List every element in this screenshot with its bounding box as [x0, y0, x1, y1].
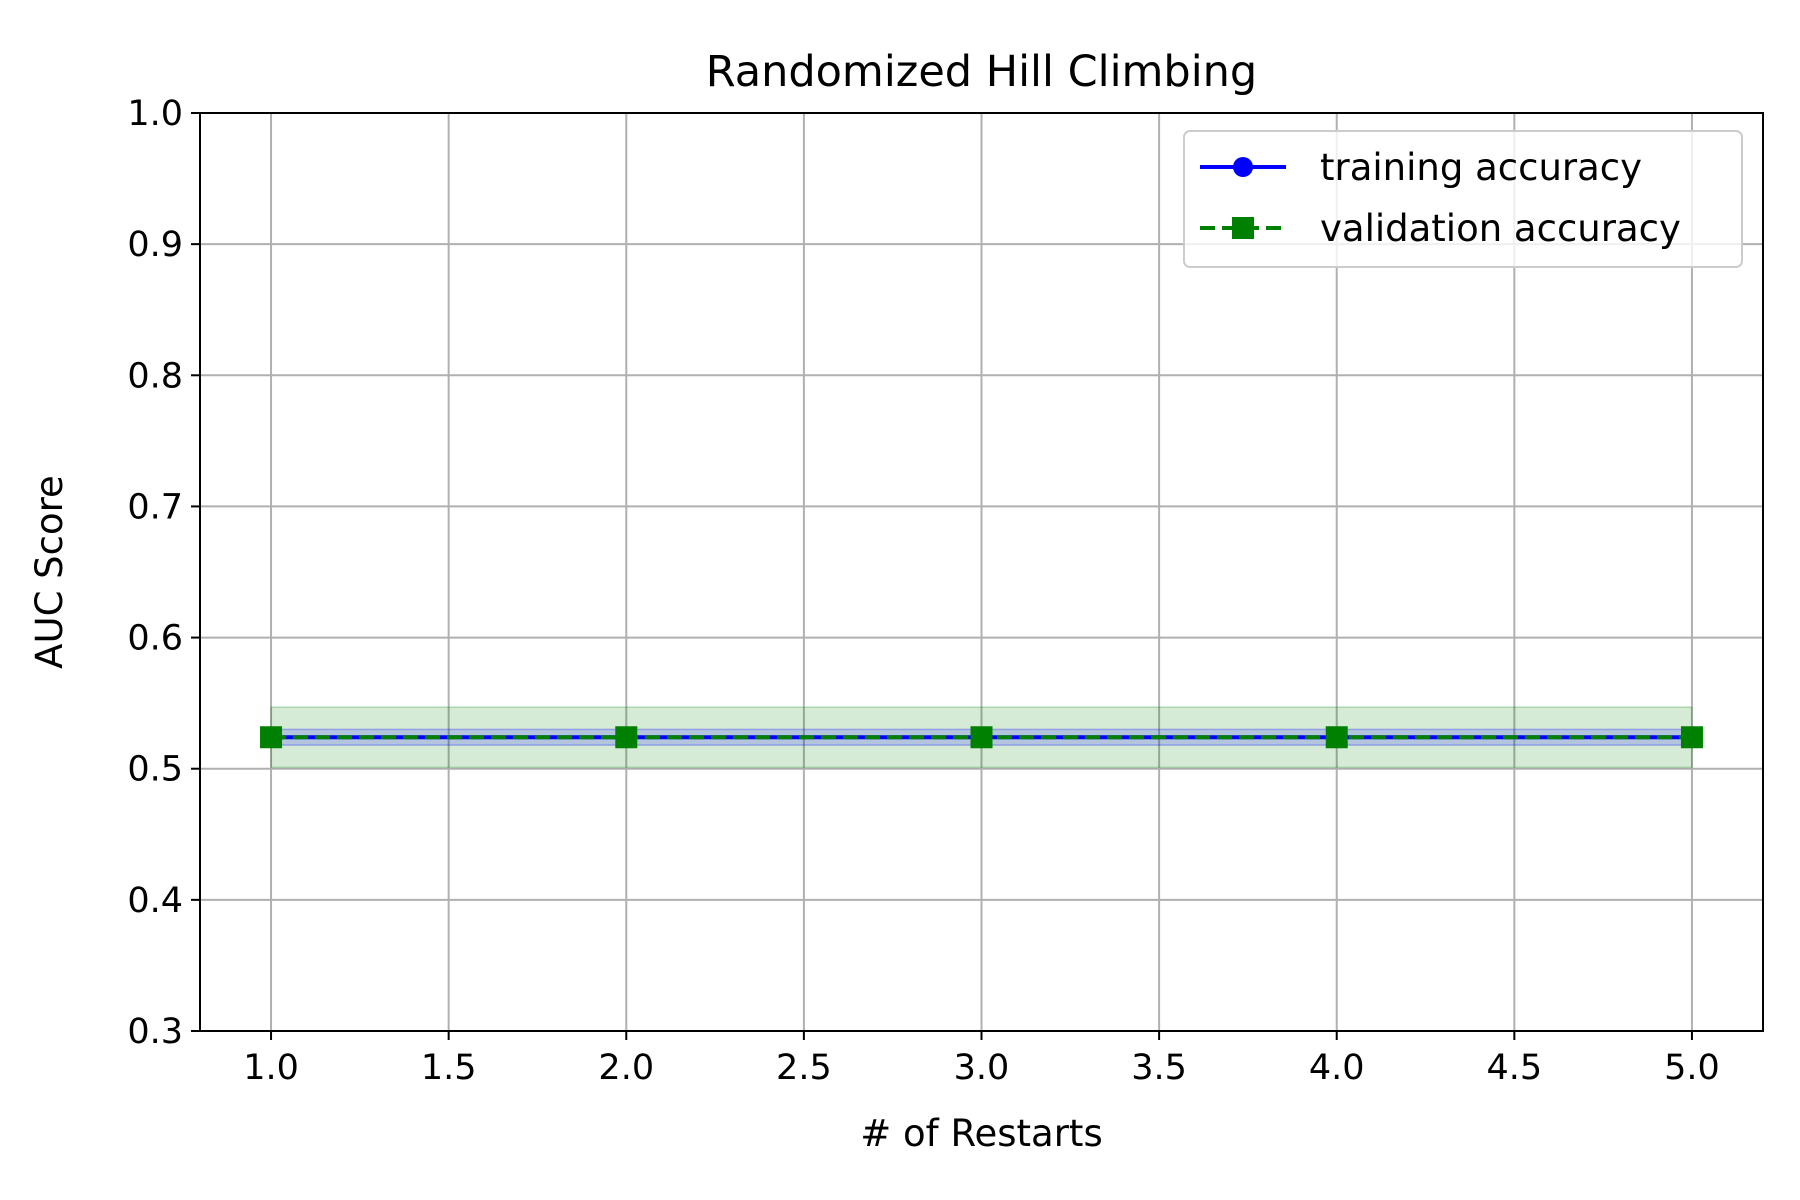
y-tick-label: 0.7 [127, 487, 183, 527]
tick-layer: 1.0 1.5 2.0 2.5 3.0 3.5 4.0 4.5 5.0 0.3 0.4 0.5 0.6 0… [127, 94, 1719, 1088]
x-tick-label: 1.5 [421, 1048, 477, 1088]
data-point-square [970, 726, 993, 749]
x-tick-label: 3.0 [954, 1048, 1010, 1088]
y-tick-label: 0.6 [127, 619, 183, 659]
y-axis-label: AUC Score [28, 475, 71, 669]
legend: training accuracy validation accuracy [1183, 130, 1743, 268]
x-axis-label: # of Restarts [860, 1112, 1102, 1155]
data-point-square [615, 726, 638, 749]
legend-label: validation accuracy [1320, 207, 1681, 250]
legend-label: training accuracy [1320, 146, 1642, 189]
x-tick-label: 4.0 [1309, 1048, 1365, 1088]
y-tick-label: 0.9 [127, 225, 183, 265]
x-tick-label: 5.0 [1664, 1048, 1720, 1088]
x-tick-label: 2.0 [598, 1048, 654, 1088]
x-tick-label: 1.0 [243, 1048, 299, 1088]
y-tick-label: 1.0 [127, 94, 183, 134]
x-tick-label: 4.5 [1487, 1048, 1543, 1088]
chart-title: Randomized Hill Climbing [706, 47, 1257, 97]
y-tick-label: 0.3 [127, 1012, 183, 1052]
legend-marker-square [1232, 217, 1254, 239]
legend-box [1183, 130, 1743, 268]
x-tick-label: 3.5 [1131, 1048, 1187, 1088]
y-tick-label: 0.4 [127, 881, 183, 921]
series-layer [260, 726, 1703, 749]
data-point-square [260, 726, 283, 749]
legend-marker-circle [1233, 157, 1253, 177]
y-tick-label: 0.8 [127, 356, 183, 396]
y-tick-label: 0.5 [127, 750, 183, 790]
x-tick-label: 2.5 [776, 1048, 832, 1088]
data-point-square [1680, 726, 1703, 749]
data-point-square [1325, 726, 1348, 749]
